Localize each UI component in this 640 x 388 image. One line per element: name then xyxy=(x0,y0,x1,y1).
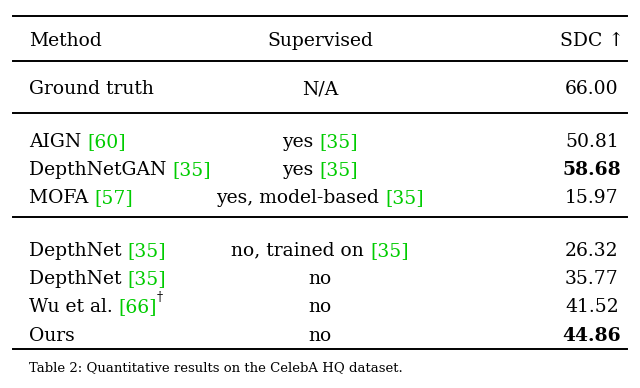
Text: SDC ↑: SDC ↑ xyxy=(560,32,624,50)
Text: N/A: N/A xyxy=(302,80,338,98)
Text: AIGN: AIGN xyxy=(29,133,87,151)
Text: Ground truth: Ground truth xyxy=(29,80,154,98)
Text: yes: yes xyxy=(282,133,319,151)
Text: [35]: [35] xyxy=(172,161,211,179)
Text: [35]: [35] xyxy=(385,189,424,207)
Text: 35.77: 35.77 xyxy=(565,270,619,288)
Text: 66.00: 66.00 xyxy=(565,80,619,98)
Text: no: no xyxy=(308,270,332,288)
Text: 44.86: 44.86 xyxy=(563,327,621,345)
Text: no: no xyxy=(308,327,332,345)
Text: 26.32: 26.32 xyxy=(565,242,619,260)
Text: [66]: [66] xyxy=(118,298,157,316)
Text: [35]: [35] xyxy=(127,242,166,260)
Text: no: no xyxy=(308,298,332,316)
Text: MOFA: MOFA xyxy=(29,189,94,207)
Text: [35]: [35] xyxy=(319,161,358,179)
Text: DepthNet: DepthNet xyxy=(29,270,127,288)
Text: [35]: [35] xyxy=(127,270,166,288)
Text: †: † xyxy=(157,291,163,304)
Text: no, trained on: no, trained on xyxy=(231,242,370,260)
Text: Supervised: Supervised xyxy=(267,32,373,50)
Text: yes: yes xyxy=(282,161,319,179)
Text: Table 2: Quantitative results on the CelebA HQ dataset.: Table 2: Quantitative results on the Cel… xyxy=(29,361,403,374)
Text: yes, model-based: yes, model-based xyxy=(216,189,385,207)
Text: [35]: [35] xyxy=(319,133,358,151)
Text: 50.81: 50.81 xyxy=(565,133,619,151)
Text: [57]: [57] xyxy=(94,189,133,207)
Text: 15.97: 15.97 xyxy=(565,189,619,207)
Text: Ours: Ours xyxy=(29,327,74,345)
Text: 41.52: 41.52 xyxy=(565,298,619,316)
Text: DepthNetGAN: DepthNetGAN xyxy=(29,161,172,179)
Text: Wu et al.: Wu et al. xyxy=(29,298,118,316)
Text: 58.68: 58.68 xyxy=(563,161,621,179)
Text: DepthNet: DepthNet xyxy=(29,242,127,260)
Text: [35]: [35] xyxy=(370,242,409,260)
Text: [60]: [60] xyxy=(87,133,125,151)
Text: Method: Method xyxy=(29,32,102,50)
